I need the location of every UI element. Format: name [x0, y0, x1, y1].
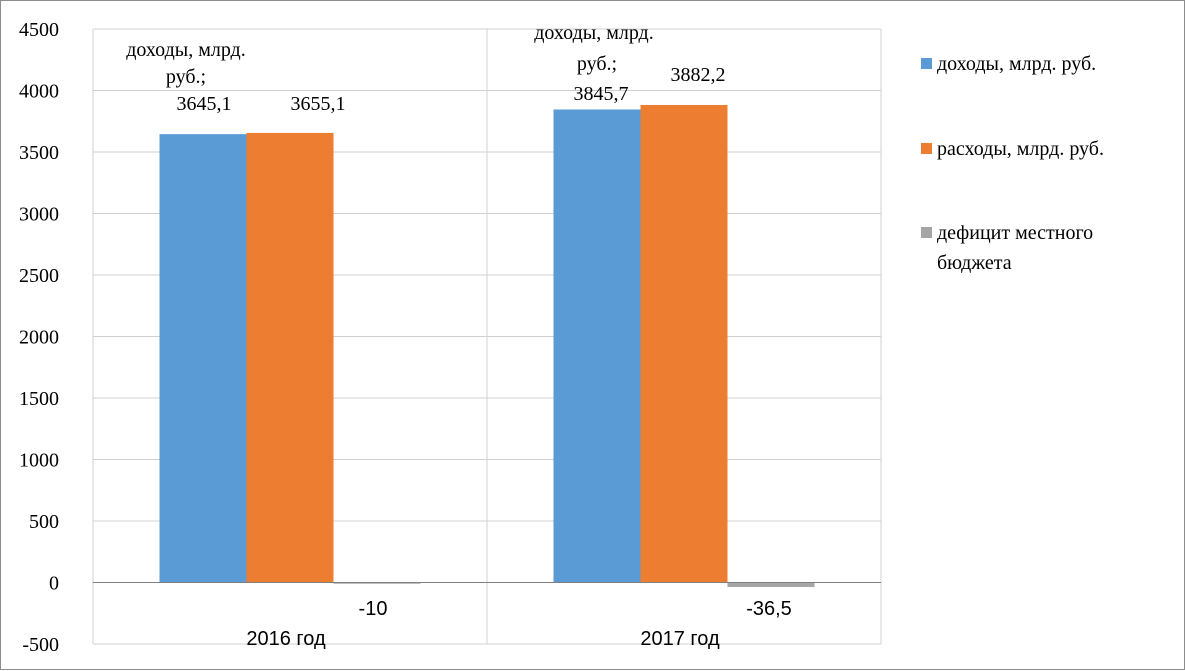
data-label: 3882,2 [671, 64, 726, 86]
legend-swatch [921, 58, 932, 69]
data-labels: доходы, млрд. руб.; 3645,1 3655,1 -10 доходы,… [126, 22, 792, 620]
legend-label: расходы, млрд. руб. [937, 138, 1104, 160]
y-tick-label: 3000 [19, 204, 59, 226]
y-tick-label: 0 [49, 573, 59, 595]
bars [159, 104, 815, 587]
legend-label: бюджета [937, 252, 1012, 274]
y-tick-label: 3500 [19, 142, 59, 164]
y-tick-label: 2500 [19, 265, 59, 287]
legend-swatch [921, 143, 932, 154]
legend: доходы, млрд. руб. расходы, млрд. руб. деф… [921, 53, 1104, 274]
y-axis-ticks: -500 0 500 1000 1500 2000 2500 3000 3500 4000 4500 [19, 19, 59, 656]
data-label: руб.; [166, 66, 206, 88]
y-tick-label: 4000 [19, 81, 59, 103]
data-label: доходы, млрд. [534, 22, 654, 44]
bar [333, 582, 421, 584]
data-label: 3655,1 [291, 93, 346, 115]
category-separators [92, 29, 882, 644]
data-label: -10 [359, 598, 388, 620]
data-label: 3845,7 [574, 83, 629, 105]
y-tick-label: 1500 [19, 388, 59, 410]
x-axis-labels: 2016 год 2017 год [246, 628, 720, 650]
bar [727, 582, 815, 587]
y-tick-label: 1000 [19, 450, 59, 472]
data-label: доходы, млрд. [126, 39, 246, 61]
y-tick-label: -500 [22, 634, 59, 656]
data-label: 3645,1 [177, 93, 232, 115]
legend-label: доходы, млрд. руб. [937, 53, 1096, 75]
legend-swatch [921, 227, 932, 238]
bar [640, 104, 728, 583]
data-label: -36,5 [746, 598, 792, 620]
y-tick-label: 500 [29, 511, 59, 533]
x-category-label: 2017 год [640, 628, 720, 650]
y-tick-label: 4500 [19, 19, 59, 41]
bar [553, 109, 641, 583]
legend-label: дефицит местного [937, 222, 1093, 244]
bar [246, 132, 334, 583]
y-tick-label: 2000 [19, 327, 59, 349]
bar [159, 134, 247, 583]
x-category-label: 2016 год [246, 628, 326, 650]
data-label: руб.; [577, 53, 617, 75]
